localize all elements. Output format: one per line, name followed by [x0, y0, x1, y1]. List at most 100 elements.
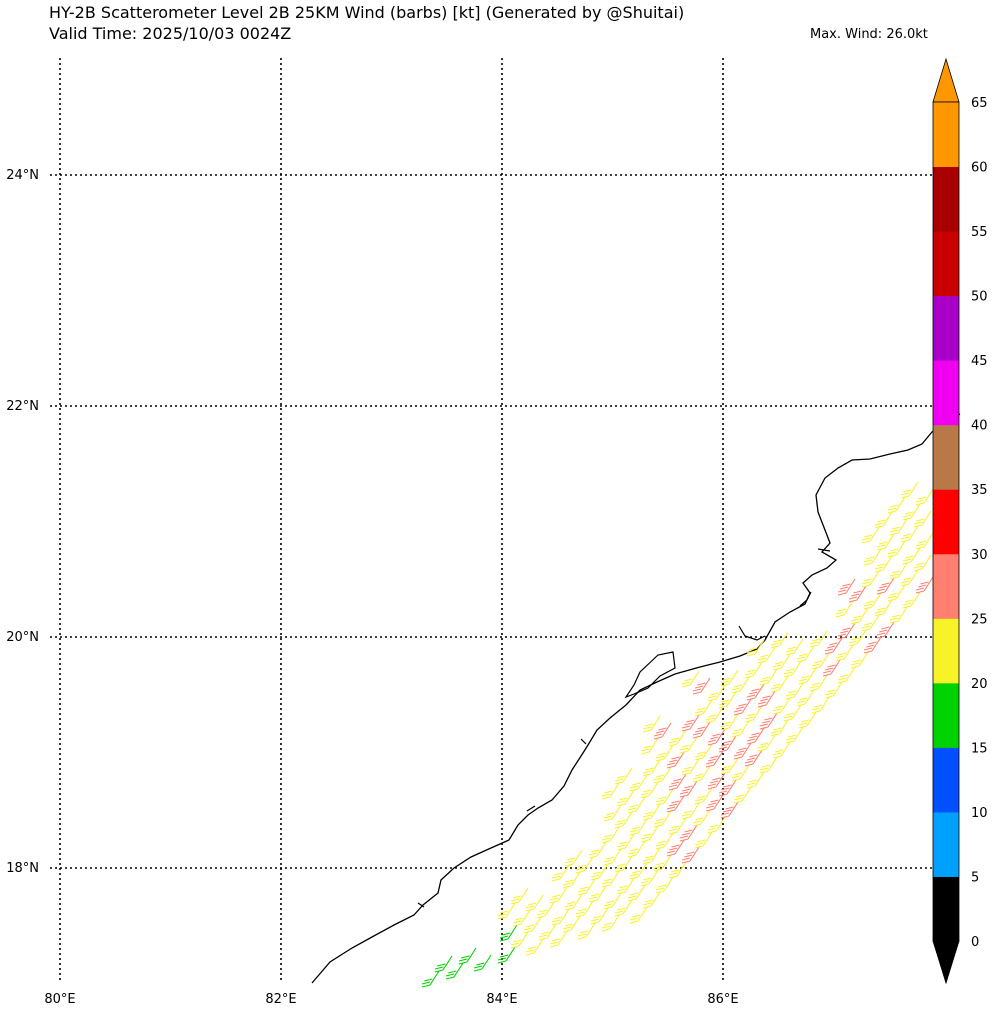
wind-barb	[902, 503, 921, 521]
wind-barb	[614, 811, 633, 829]
lat-label: 22°N	[6, 399, 39, 414]
colorbar-tick-label: 10	[971, 806, 988, 821]
wind-barb	[640, 737, 659, 755]
wind-barb	[564, 893, 583, 911]
wind-barb	[640, 869, 659, 887]
wind-barb	[902, 547, 921, 565]
wind-barb	[746, 771, 765, 789]
colorbar-under-arrow	[932, 940, 960, 985]
lon-label: 84°E	[486, 992, 517, 1007]
wind-barb	[720, 801, 739, 819]
lon-label: 82°E	[265, 992, 296, 1007]
wind-barb	[785, 682, 804, 700]
wind-barb	[564, 849, 583, 867]
wind-barb	[627, 840, 646, 858]
wind-barb	[822, 659, 841, 677]
colorbar-tick-label: 65	[971, 96, 988, 111]
wind-barb	[653, 810, 672, 828]
wind-barb	[551, 908, 570, 926]
wind-barb	[666, 839, 685, 857]
wind-barb	[640, 781, 659, 799]
river-mouth-detail	[417, 548, 831, 908]
wind-barb	[733, 742, 752, 760]
colorbar-tick-label: 0	[971, 935, 979, 950]
wind-barb	[759, 712, 778, 730]
colorbar-segment	[933, 811, 959, 877]
wind-barb	[785, 638, 804, 656]
wind-barb	[642, 803, 661, 821]
wind-barb	[551, 864, 570, 882]
colorbar-tick-label: 25	[971, 612, 988, 627]
colorbar-tick-label: 30	[971, 548, 988, 563]
wind-barb	[705, 794, 724, 812]
colorbar-tick-label: 15	[971, 741, 988, 756]
wind-barb	[681, 758, 700, 776]
wind-barb	[900, 569, 919, 587]
max-wind-label: Max. Wind: 26.0kt	[810, 27, 928, 42]
wind-barb	[694, 699, 713, 717]
wind-barb	[692, 721, 711, 739]
wind-barb	[889, 518, 908, 536]
colorbar-tick-label: 50	[971, 290, 988, 305]
wind-barb	[601, 826, 620, 844]
colorbar-tick-label: 35	[971, 483, 988, 498]
wind-barb	[705, 706, 724, 724]
wind-barb	[863, 592, 882, 610]
wind-barb	[874, 511, 893, 529]
colorbar: 0 5 10 15 20 25 30 35 40 45 50 55 60 65	[932, 57, 988, 985]
wind-barb	[744, 661, 763, 679]
wind-barb	[499, 924, 518, 942]
wind-barb	[733, 786, 752, 804]
wind-barb	[523, 916, 542, 934]
wind-barb	[746, 727, 765, 745]
wind-barb	[629, 906, 648, 924]
wind-barb	[692, 765, 711, 783]
wind-barb	[848, 585, 867, 603]
wind-barb	[445, 962, 464, 980]
wind-barb	[705, 750, 724, 768]
wind-barb	[601, 782, 620, 800]
wind-barb	[681, 670, 700, 688]
wind-barb	[837, 622, 856, 640]
wind-barb	[655, 876, 674, 894]
wind-barb	[707, 728, 726, 746]
wind-barb	[679, 780, 698, 798]
wind-barb	[590, 907, 609, 925]
wind-barb	[616, 789, 635, 807]
wind-barb	[694, 787, 713, 805]
wind-barb	[668, 773, 687, 791]
wind-barb	[655, 832, 674, 850]
wind-barb	[889, 606, 908, 624]
wind-barb	[718, 735, 737, 753]
coastline	[311, 413, 961, 984]
wind-barb	[614, 767, 633, 785]
wind-barb	[707, 684, 726, 702]
wind-barb	[770, 631, 789, 649]
wind-barb	[874, 599, 893, 617]
wind-barb	[629, 818, 648, 836]
colorbar-segment	[933, 489, 959, 555]
colorbar-tick-label: 55	[971, 225, 988, 240]
wind-barb	[824, 681, 843, 699]
wind-barb	[900, 481, 919, 499]
wind-barb	[692, 809, 711, 827]
wind-barb	[759, 668, 778, 686]
wind-barb	[681, 802, 700, 820]
wind-barb	[915, 488, 934, 506]
wind-barb	[731, 764, 750, 782]
wind-barb	[861, 570, 880, 588]
colorbar-segment	[933, 553, 959, 619]
wind-barb	[861, 614, 880, 632]
wind-barb	[772, 653, 791, 671]
wind-barb	[536, 901, 555, 919]
wind-barb	[759, 756, 778, 774]
wind-barb	[655, 744, 674, 762]
colorbar-segment	[933, 360, 959, 426]
wind-barb	[915, 576, 934, 594]
wind-barb	[510, 931, 529, 949]
wind-barb	[653, 854, 672, 872]
wind-barb	[757, 646, 776, 664]
wind-barb	[811, 652, 830, 670]
colorbar-over-arrow	[932, 57, 960, 103]
